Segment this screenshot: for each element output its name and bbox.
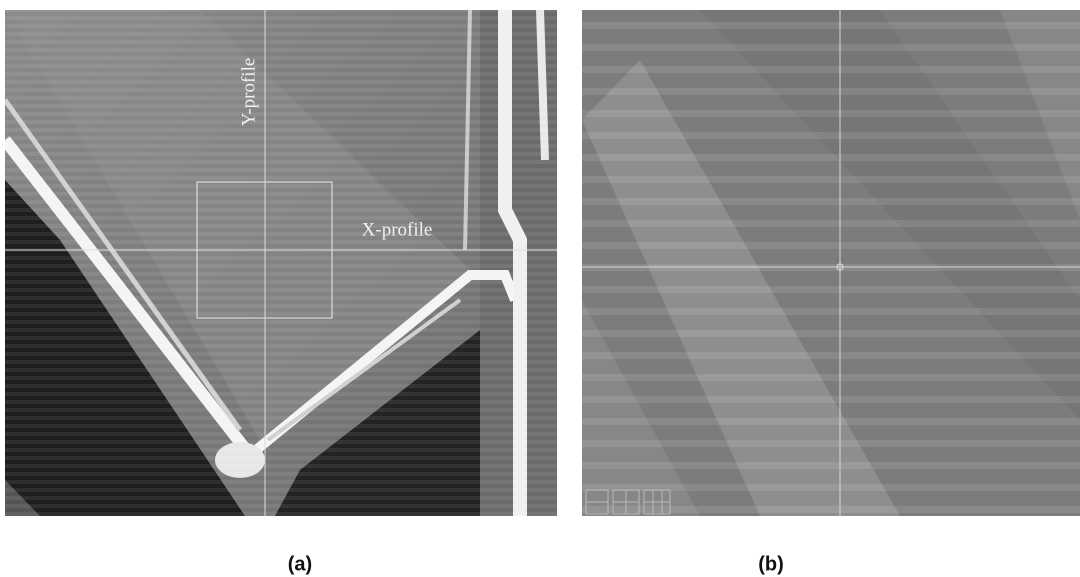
caption-b: (b) xyxy=(758,553,784,575)
x-profile-label: X-profile xyxy=(362,219,433,240)
panel-a-image xyxy=(5,10,557,516)
figure: Y-profile X-profile (a) (b) xyxy=(0,0,1080,577)
caption-a: (a) xyxy=(288,553,312,575)
y-profile-label: Y-profile xyxy=(238,58,259,127)
panel-b-image xyxy=(582,10,1080,516)
page: Y-profile X-profile (a) (b) (() => { con… xyxy=(0,0,1080,577)
